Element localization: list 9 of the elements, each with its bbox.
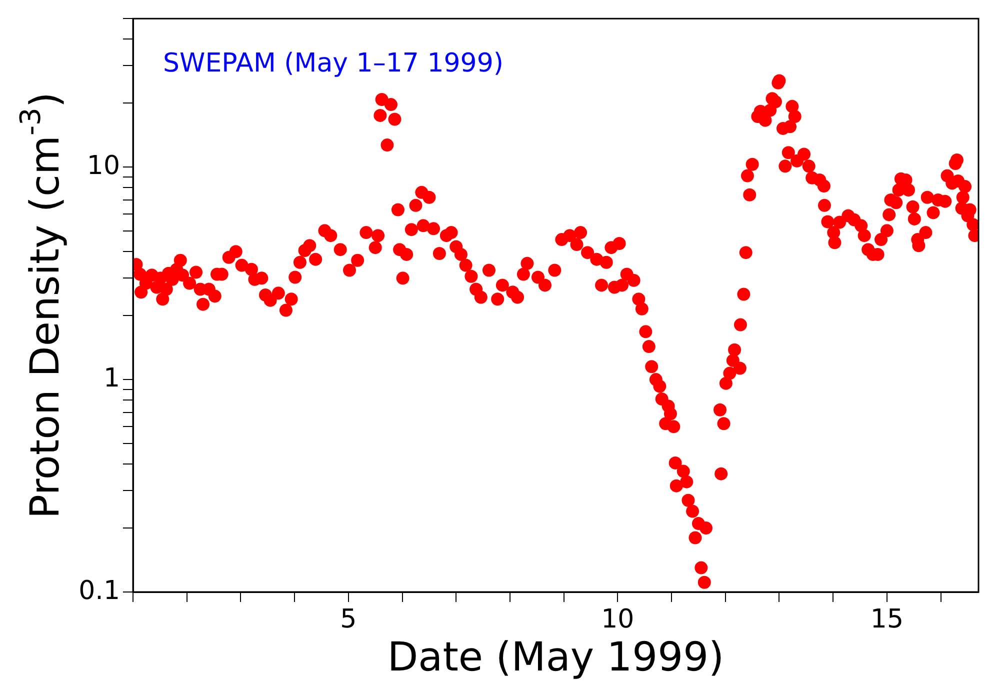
x-axis-title: Date (May 1999)	[387, 634, 724, 680]
x-tick-label: 5	[340, 604, 357, 634]
y-axis-title: Proton Density (cm-3)	[14, 92, 68, 519]
y-tick-label: 0.1	[78, 576, 120, 606]
y-tick-label: 10	[86, 150, 120, 181]
y-tick-label: 1	[103, 363, 120, 394]
x-tick-label: 15	[870, 604, 904, 634]
x-tick-label: 10	[601, 604, 634, 634]
annotation: SWEPAM (May 1–17 1999)	[163, 48, 504, 78]
